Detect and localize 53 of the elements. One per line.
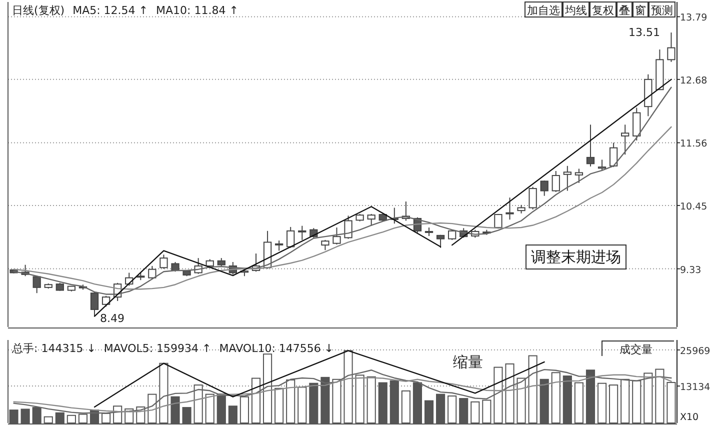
annotation: 均线 bbox=[564, 4, 587, 17]
candlestick bbox=[90, 291, 99, 317]
line-series bbox=[13, 374, 672, 412]
candlestick bbox=[274, 240, 284, 252]
annotation: 8.49 bbox=[100, 312, 124, 325]
candlestick bbox=[32, 276, 41, 294]
line-series bbox=[13, 368, 672, 414]
y-tick-label: 10.45 bbox=[680, 201, 708, 212]
candlestick bbox=[552, 170, 560, 192]
candlestick bbox=[598, 159, 606, 171]
annotation: 总手: 144315 ↓ bbox=[11, 342, 96, 355]
y-tick-label: 9.33 bbox=[680, 264, 702, 276]
y-tick-label: 25969 bbox=[680, 346, 710, 357]
candlestick bbox=[436, 234, 445, 248]
candlestick bbox=[148, 265, 156, 280]
annotation: MA5: 12.54 ↑ bbox=[72, 4, 148, 17]
text: X10 bbox=[680, 412, 699, 423]
y-tick-label: 13134 bbox=[680, 382, 710, 394]
candlestick bbox=[540, 180, 548, 196]
candlestick bbox=[632, 107, 641, 141]
annotation: 预测 bbox=[651, 4, 673, 17]
y-tick-label: 13.79 bbox=[680, 12, 708, 24]
annotation: 日线(复权) bbox=[12, 4, 65, 17]
annotation: 复权 bbox=[592, 4, 614, 17]
candlestick bbox=[298, 225, 306, 240]
candlestick bbox=[367, 213, 376, 226]
annotation: 窗 bbox=[635, 4, 646, 17]
annotation: 调整末期进场 bbox=[531, 248, 621, 266]
y-tick-label: 12.68 bbox=[680, 75, 708, 86]
annotation: 缩量 bbox=[453, 353, 483, 371]
annotation: 13.51 bbox=[628, 26, 660, 39]
annotation: 叠 bbox=[619, 4, 630, 17]
candlestick bbox=[609, 142, 618, 168]
annotation: 成交量 bbox=[620, 343, 652, 356]
candlestick bbox=[160, 254, 168, 270]
annotation: 加自选 bbox=[527, 4, 560, 17]
annotation: MA10: 11.84 ↑ bbox=[156, 4, 238, 17]
candlestick bbox=[171, 262, 180, 272]
candlestick bbox=[574, 168, 584, 184]
candlestick bbox=[586, 124, 595, 167]
candlestick bbox=[667, 32, 676, 62]
candlestick bbox=[332, 227, 341, 245]
candlestick bbox=[528, 186, 537, 210]
candlestick bbox=[344, 215, 352, 240]
y-tick-label: 11.56 bbox=[680, 138, 708, 150]
candlestick bbox=[506, 197, 514, 220]
annotation: MAVOL5: 159934 ↑ bbox=[104, 342, 212, 355]
candlestick bbox=[563, 165, 572, 192]
candlestick bbox=[286, 226, 295, 248]
candlestick bbox=[102, 295, 110, 308]
candlestick bbox=[621, 124, 630, 156]
annotation: MAVOL10: 147556 ↓ bbox=[219, 342, 334, 355]
candlestick bbox=[321, 239, 330, 251]
